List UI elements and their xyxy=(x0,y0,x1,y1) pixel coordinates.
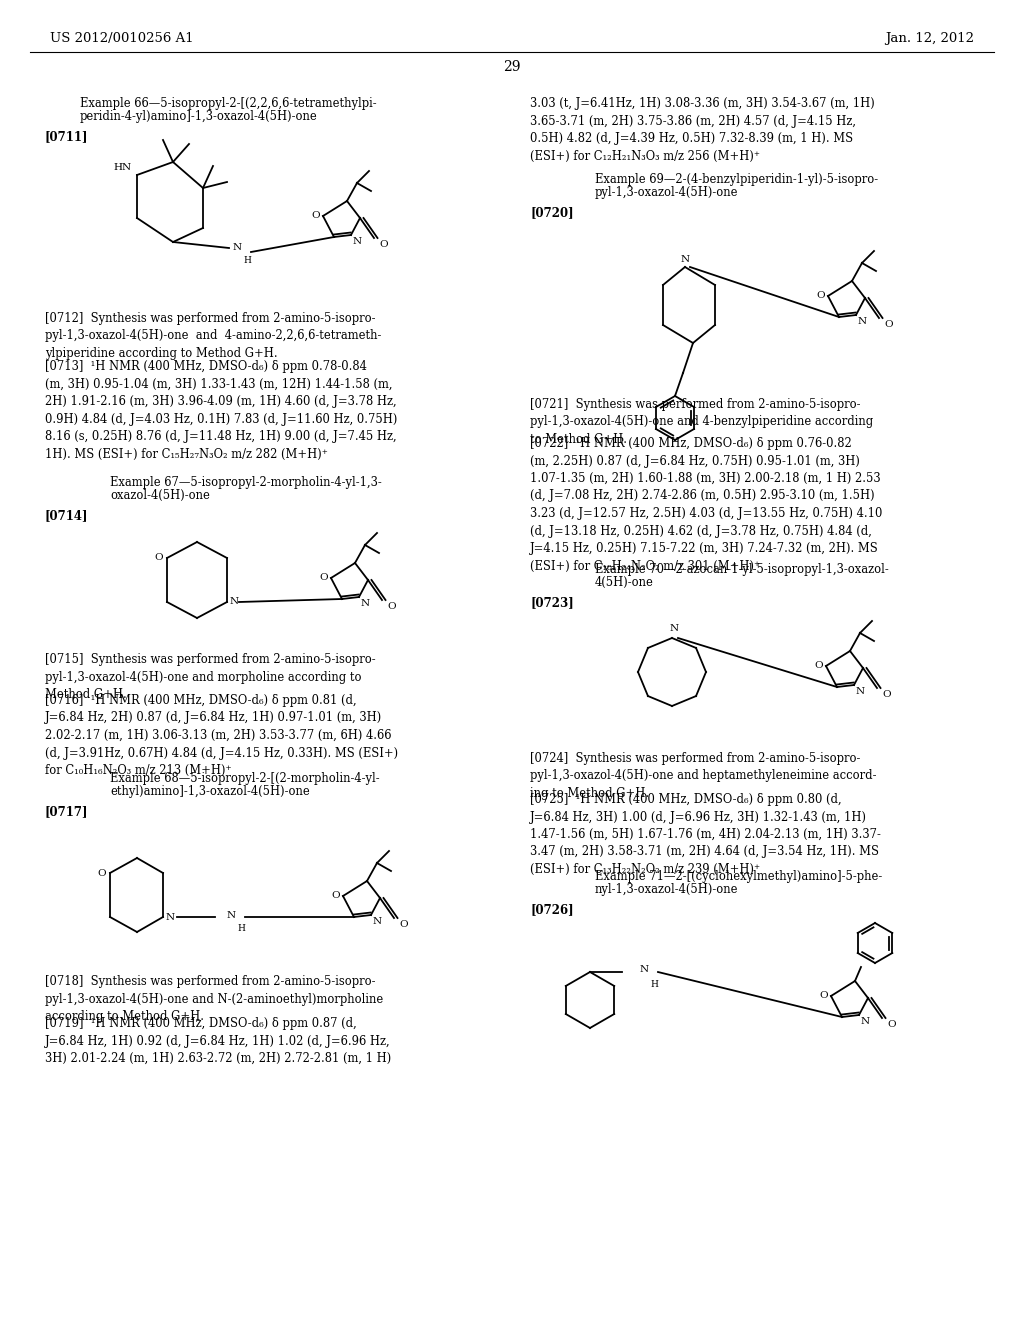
Text: N: N xyxy=(361,599,370,609)
Text: Example 67—5-isopropyl-2-morpholin-4-yl-1,3-: Example 67—5-isopropyl-2-morpholin-4-yl-… xyxy=(110,477,382,488)
Text: [0720]: [0720] xyxy=(530,206,573,219)
Text: N: N xyxy=(233,243,242,252)
Text: O: O xyxy=(311,211,319,220)
Text: O: O xyxy=(814,661,823,671)
Text: O: O xyxy=(399,920,408,929)
Text: N: N xyxy=(353,238,362,246)
Text: [0716]  ¹H NMR (400 MHz, DMSO-d₆) δ ppm 0.81 (d,
J=6.84 Hz, 2H) 0.87 (d, J=6.84 : [0716] ¹H NMR (400 MHz, DMSO-d₆) δ ppm 0… xyxy=(45,694,398,777)
Text: O: O xyxy=(379,240,388,249)
Text: [0714]: [0714] xyxy=(45,510,88,521)
Text: [0718]  Synthesis was performed from 2-amino-5-isopro-
pyl-1,3-oxazol-4(5H)-one : [0718] Synthesis was performed from 2-am… xyxy=(45,975,383,1023)
Text: O: O xyxy=(816,292,825,301)
Text: HN: HN xyxy=(114,162,132,172)
Text: Example 70—2-azocan-1-yl-5-isopropyl-1,3-oxazol-: Example 70—2-azocan-1-yl-5-isopropyl-1,3… xyxy=(595,564,889,576)
Text: [0724]  Synthesis was performed from 2-amino-5-isopro-
pyl-1,3-oxazol-4(5H)-one : [0724] Synthesis was performed from 2-am… xyxy=(530,752,877,800)
Text: O: O xyxy=(887,1020,896,1030)
Text: [0721]  Synthesis was performed from 2-amino-5-isopro-
pyl-1,3-oxazol-4(5H)-one : [0721] Synthesis was performed from 2-am… xyxy=(530,399,873,446)
Text: oxazol-4(5H)-one: oxazol-4(5H)-one xyxy=(110,488,210,502)
Text: N: N xyxy=(858,317,867,326)
Text: [0723]: [0723] xyxy=(530,597,573,609)
Text: [0722]  ¹H NMR (400 MHz, DMSO-d₆) δ ppm 0.76-0.82
(m, 2.25H) 0.87 (d, J=6.84 Hz,: [0722] ¹H NMR (400 MHz, DMSO-d₆) δ ppm 0… xyxy=(530,437,883,573)
Text: N: N xyxy=(856,686,865,696)
Text: O: O xyxy=(97,869,106,878)
Text: N: N xyxy=(227,911,237,920)
Text: O: O xyxy=(387,602,395,611)
Text: [0719]  ¹H NMR (400 MHz, DMSO-d₆) δ ppm 0.87 (d,
J=6.84 Hz, 1H) 0.92 (d, J=6.84 : [0719] ¹H NMR (400 MHz, DMSO-d₆) δ ppm 0… xyxy=(45,1016,391,1065)
Text: N: N xyxy=(230,598,240,606)
Text: 4(5H)-one: 4(5H)-one xyxy=(595,576,654,589)
Text: [0713]  ¹H NMR (400 MHz, DMSO-d₆) δ ppm 0.78-0.84
(m, 3H) 0.95-1.04 (m, 3H) 1.33: [0713] ¹H NMR (400 MHz, DMSO-d₆) δ ppm 0… xyxy=(45,360,397,461)
Text: N: N xyxy=(670,624,679,634)
Text: N: N xyxy=(640,965,649,974)
Text: [0711]: [0711] xyxy=(45,129,88,143)
Text: [0712]  Synthesis was performed from 2-amino-5-isopro-
pyl-1,3-oxazol-4(5H)-one : [0712] Synthesis was performed from 2-am… xyxy=(45,312,381,360)
Text: 3.03 (t, J=6.41Hz, 1H) 3.08-3.36 (m, 3H) 3.54-3.67 (m, 1H)
3.65-3.71 (m, 2H) 3.7: 3.03 (t, J=6.41Hz, 1H) 3.08-3.36 (m, 3H)… xyxy=(530,96,874,162)
Text: ethyl)amino]-1,3-oxazol-4(5H)-one: ethyl)amino]-1,3-oxazol-4(5H)-one xyxy=(110,785,309,799)
Text: Example 66—5-isopropyl-2-[(2,2,6,6-tetramethylpi-: Example 66—5-isopropyl-2-[(2,2,6,6-tetra… xyxy=(80,96,377,110)
Text: Example 69—2-(4-benzylpiperidin-1-yl)-5-isopro-: Example 69—2-(4-benzylpiperidin-1-yl)-5-… xyxy=(595,173,879,186)
Text: O: O xyxy=(884,319,893,329)
Text: US 2012/0010256 A1: US 2012/0010256 A1 xyxy=(50,32,194,45)
Text: peridin-4-yl)amino]-1,3-oxazol-4(5H)-one: peridin-4-yl)amino]-1,3-oxazol-4(5H)-one xyxy=(80,110,317,123)
Text: [0726]: [0726] xyxy=(530,903,573,916)
Text: O: O xyxy=(819,991,828,1001)
Text: Example 71—2-[(cyclohexylmethyl)amino]-5-phe-: Example 71—2-[(cyclohexylmethyl)amino]-5… xyxy=(595,870,883,883)
Text: H: H xyxy=(243,256,251,265)
Text: [0725]  ¹H NMR (400 MHz, DMSO-d₆) δ ppm 0.80 (d,
J=6.84 Hz, 3H) 1.00 (d, J=6.96 : [0725] ¹H NMR (400 MHz, DMSO-d₆) δ ppm 0… xyxy=(530,793,881,876)
Text: pyl-1,3-oxazol-4(5H)-one: pyl-1,3-oxazol-4(5H)-one xyxy=(595,186,738,199)
Text: Jan. 12, 2012: Jan. 12, 2012 xyxy=(885,32,974,45)
Text: O: O xyxy=(882,690,891,700)
Text: N: N xyxy=(166,912,175,921)
Text: Example 68—5-isopropyl-2-[(2-morpholin-4-yl-: Example 68—5-isopropyl-2-[(2-morpholin-4… xyxy=(110,772,380,785)
Text: N: N xyxy=(680,255,689,264)
Text: O: O xyxy=(319,573,328,582)
Text: O: O xyxy=(155,553,163,562)
Text: N: N xyxy=(373,917,382,927)
Text: H: H xyxy=(237,924,245,933)
Text: O: O xyxy=(332,891,340,900)
Text: H: H xyxy=(650,979,657,989)
Text: 29: 29 xyxy=(503,59,521,74)
Text: nyl-1,3-oxazol-4(5H)-one: nyl-1,3-oxazol-4(5H)-one xyxy=(595,883,738,896)
Text: N: N xyxy=(861,1016,870,1026)
Text: [0715]  Synthesis was performed from 2-amino-5-isopro-
pyl-1,3-oxazol-4(5H)-one : [0715] Synthesis was performed from 2-am… xyxy=(45,653,376,701)
Text: [0717]: [0717] xyxy=(45,805,88,818)
